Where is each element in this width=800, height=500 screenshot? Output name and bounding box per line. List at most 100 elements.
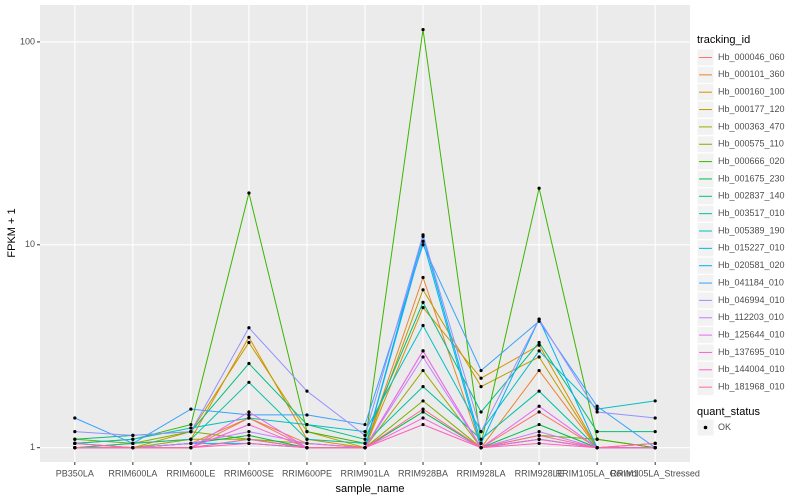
point <box>421 355 425 359</box>
point <box>421 323 425 328</box>
point <box>421 239 425 243</box>
point <box>247 361 251 366</box>
point <box>537 340 541 345</box>
point <box>595 437 599 441</box>
point <box>189 407 193 411</box>
point <box>537 355 541 359</box>
legend-label: Hb_000666_020 <box>718 156 785 166</box>
x-tick-label: RRIM928LA <box>457 468 506 478</box>
x-tick-label: RRIM600PE <box>282 468 332 478</box>
point <box>189 446 193 450</box>
point <box>421 399 425 403</box>
point <box>421 368 425 373</box>
point <box>537 389 541 393</box>
point <box>131 441 135 445</box>
legend-label: Hb_003517_010 <box>718 208 785 218</box>
point <box>421 288 425 292</box>
point <box>363 433 367 437</box>
point <box>595 404 599 408</box>
legend-label: Hb_181968_010 <box>718 382 785 392</box>
point <box>247 191 251 195</box>
point <box>653 446 657 450</box>
point <box>189 422 193 427</box>
point <box>305 389 309 393</box>
x-tick-label: RRIM600LA <box>108 468 157 478</box>
point <box>305 441 309 445</box>
point <box>537 433 541 437</box>
x-tick-label: RRIM928BA <box>398 468 448 478</box>
point <box>131 437 135 441</box>
y-tick-label: 100 <box>20 36 35 46</box>
x-tick-label: RRIM901LA <box>340 468 389 478</box>
legend-label: Hb_005389_190 <box>718 225 785 235</box>
point <box>247 441 251 445</box>
legend-label: Hb_144004_010 <box>718 364 785 374</box>
legend-label: Hb_041184_010 <box>718 277 784 287</box>
point <box>305 413 309 417</box>
point <box>363 422 367 427</box>
point <box>363 437 367 441</box>
legend-label: Hb_125644_010 <box>718 329 785 339</box>
point <box>421 407 425 411</box>
point <box>537 437 541 441</box>
point <box>537 349 541 353</box>
legend-label: Hb_000177_120 <box>718 104 785 114</box>
point <box>653 441 657 445</box>
point <box>73 430 77 434</box>
point <box>537 317 541 321</box>
point <box>479 441 483 445</box>
point <box>479 368 483 373</box>
point <box>247 410 251 414</box>
x-tick-label: RRIM600LE <box>166 468 215 478</box>
point <box>73 441 77 445</box>
point <box>363 446 367 450</box>
point <box>247 416 251 420</box>
point <box>479 385 483 389</box>
x-tick-label: RRIM600SE <box>224 468 274 478</box>
point <box>305 437 309 441</box>
point <box>479 446 483 450</box>
point <box>305 422 309 427</box>
point <box>595 446 599 450</box>
point <box>189 441 193 445</box>
point <box>421 243 425 247</box>
point <box>247 413 251 417</box>
x-tick-label: RRIM105LA_Control <box>556 468 639 478</box>
legend-label: Hb_000160_100 <box>718 87 785 97</box>
legend-label: Hb_000575_110 <box>718 139 784 149</box>
legend-label: Hb_000101_360 <box>718 69 785 79</box>
point <box>363 441 367 445</box>
point <box>537 441 541 445</box>
point <box>247 430 251 434</box>
point <box>537 404 541 408</box>
point <box>537 368 541 373</box>
point <box>421 422 425 427</box>
point <box>479 410 483 414</box>
point <box>421 416 425 420</box>
point <box>247 380 251 384</box>
point <box>247 340 251 345</box>
legend-label: Hb_112203_010 <box>718 312 784 322</box>
point <box>595 430 599 434</box>
point <box>247 326 251 330</box>
point <box>653 416 657 420</box>
point <box>189 430 193 434</box>
point <box>363 430 367 434</box>
point <box>479 430 483 434</box>
point <box>305 446 309 450</box>
point <box>247 335 251 339</box>
legend-title: quant_status <box>697 406 760 418</box>
legend-label: Hb_000363_470 <box>718 121 785 131</box>
legend-label: Hb_137695_010 <box>718 347 785 357</box>
x-tick-label: RRIM105LA_Stressed <box>610 468 700 478</box>
y-tick-label: 10 <box>25 239 35 249</box>
point <box>421 385 425 389</box>
legend-label: Hb_020581_020 <box>718 260 785 270</box>
x-tick-label: RRIM928LE <box>515 468 564 478</box>
point <box>73 416 77 420</box>
point <box>421 27 425 32</box>
point <box>189 426 193 430</box>
point <box>537 422 541 427</box>
x-tick-label: PB350LA <box>56 468 94 478</box>
legend-label: Hb_000046_060 <box>718 52 785 62</box>
